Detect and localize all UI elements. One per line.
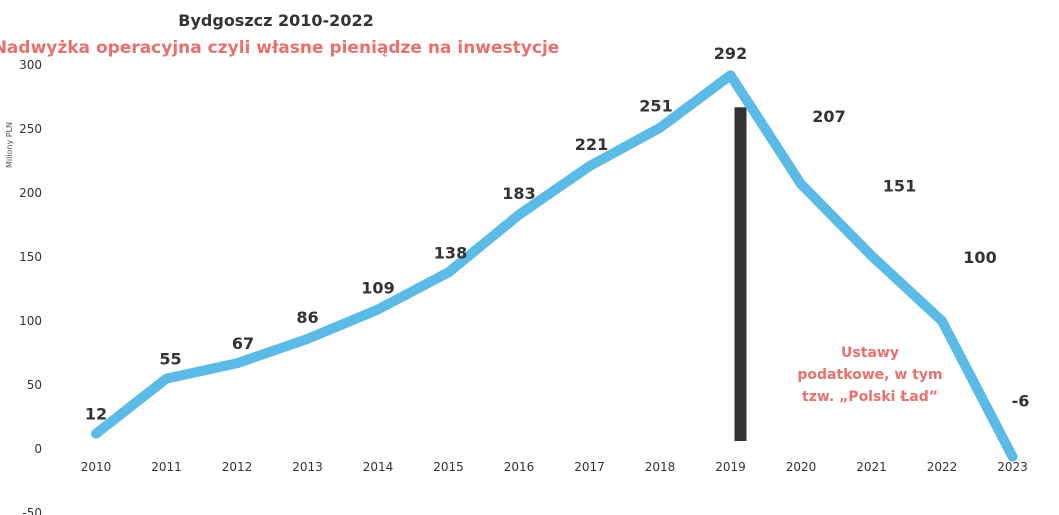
data-label: 109 bbox=[361, 278, 394, 297]
x-tick-label: 2021 bbox=[856, 460, 887, 474]
y-tick-label: 250 bbox=[19, 122, 42, 136]
x-tick-label: 2018 bbox=[645, 460, 676, 474]
marker-layer bbox=[734, 107, 747, 442]
series-layer bbox=[91, 70, 1018, 462]
data-label: 221 bbox=[575, 135, 608, 154]
data-label: 67 bbox=[232, 334, 254, 353]
x-tick-label: 2015 bbox=[433, 460, 464, 474]
data-label: 55 bbox=[159, 350, 181, 369]
x-axis-ticks: 2010 2011 2012 2013 2014 2015 2016 2017 2018 2019… bbox=[81, 460, 1028, 474]
chart-title: Bydgoszcz 2010-2022 bbox=[178, 11, 373, 30]
x-tick-label: 2022 bbox=[927, 460, 958, 474]
y-tick-label: 300 bbox=[19, 58, 42, 72]
y-tick-label: 50 bbox=[27, 378, 42, 392]
y-tick-label: 0 bbox=[34, 442, 42, 456]
y-tick-label: 100 bbox=[19, 314, 42, 328]
x-tick-label: 2013 bbox=[292, 460, 323, 474]
y-tick-label: 150 bbox=[19, 250, 42, 264]
y-axis-label: Miliony PLN bbox=[5, 122, 14, 168]
data-label: 138 bbox=[434, 243, 467, 262]
annotation: Ustawy podatkowe, w tym tzw. „Polski Ład” bbox=[797, 345, 942, 405]
x-tick-label: 2014 bbox=[363, 460, 394, 474]
data-label: 292 bbox=[714, 44, 747, 63]
x-tick-label: 2017 bbox=[574, 460, 605, 474]
annotation-line: Ustawy bbox=[841, 345, 899, 361]
data-label: 183 bbox=[502, 184, 535, 203]
annotation-line: podatkowe, w tym bbox=[797, 367, 942, 383]
x-tick-label: 2012 bbox=[222, 460, 253, 474]
x-tick-label: 2019 bbox=[715, 460, 746, 474]
data-label: 86 bbox=[296, 308, 318, 327]
series-line bbox=[91, 70, 1018, 462]
data-label: 12 bbox=[85, 405, 107, 424]
data-label: 207 bbox=[812, 107, 845, 126]
annotation-line: tzw. „Polski Ład” bbox=[802, 389, 938, 405]
y-axis-ticks: 300 250 200 150 100 50 0 -50 bbox=[19, 58, 42, 515]
data-label: 251 bbox=[639, 97, 672, 116]
x-tick-label: 2011 bbox=[151, 460, 182, 474]
data-label: 151 bbox=[883, 177, 916, 196]
x-tick-label: 2010 bbox=[81, 460, 112, 474]
data-label: 100 bbox=[963, 248, 996, 267]
y-tick-label: -50 bbox=[22, 506, 42, 515]
marker-bar bbox=[734, 107, 747, 442]
data-labels: 12 55 67 86 109 138 183 221 251 292 207 151 100 -6 bbox=[85, 44, 1030, 423]
y-tick-label: 200 bbox=[19, 186, 42, 200]
chart-subtitle: Nadwyżka operacyjna czyli własne pieniąd… bbox=[0, 38, 559, 58]
data-label: -6 bbox=[1012, 392, 1030, 411]
x-tick-label: 2023 bbox=[997, 460, 1028, 474]
x-tick-label: 2020 bbox=[786, 460, 817, 474]
x-tick-label: 2016 bbox=[504, 460, 535, 474]
